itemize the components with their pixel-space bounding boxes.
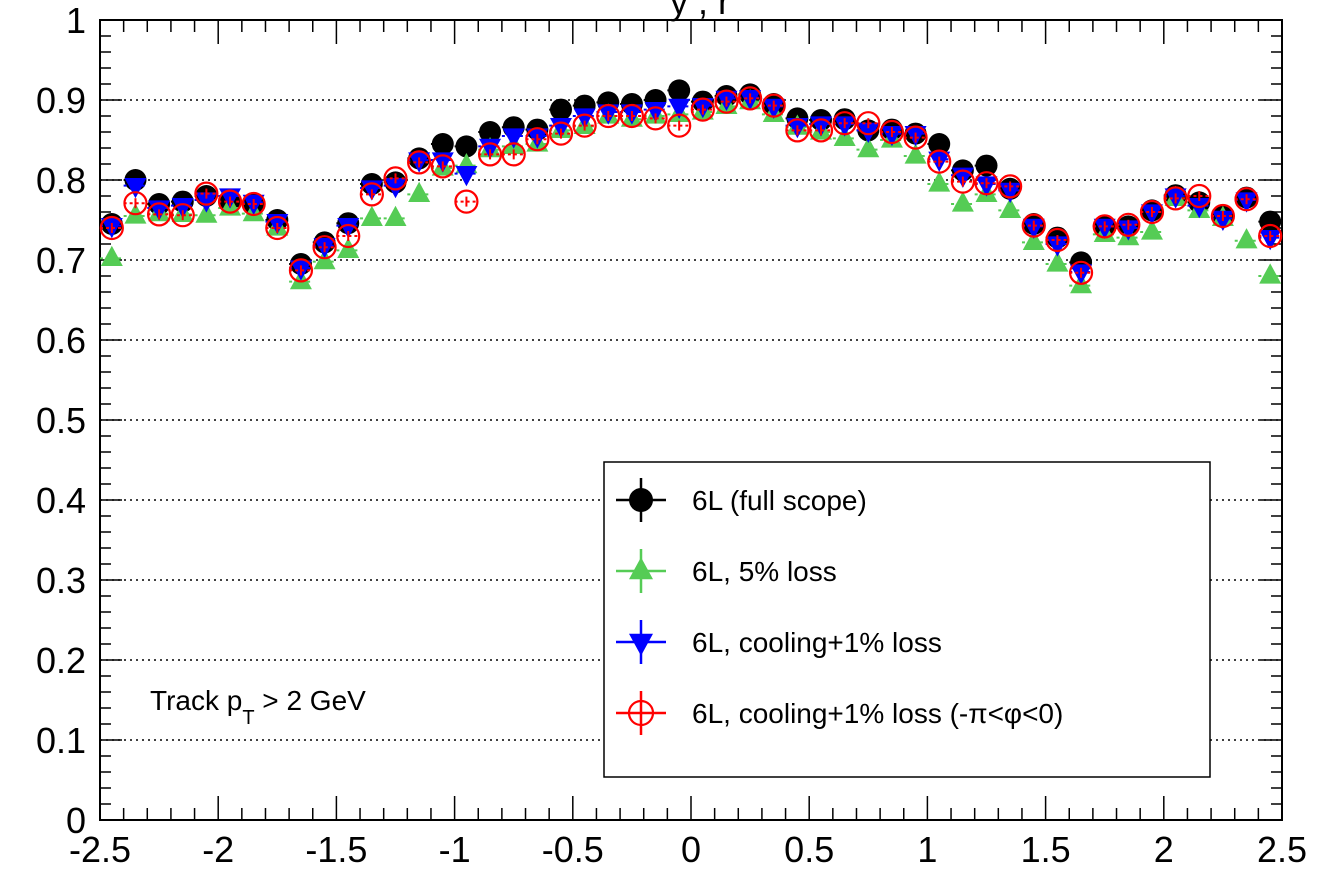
y-tick-label: 0.9 xyxy=(36,80,86,121)
svg-text:Track pT > 2 GeV: Track pT > 2 GeV xyxy=(150,685,366,729)
x-tick-label: 2.5 xyxy=(1257,829,1307,870)
x-tick-label: 1 xyxy=(917,829,937,870)
y-tick-labels: 0 0.1 0.2 0.3 0.4 0.5 0.6 0.7 0.8 0.9 1 xyxy=(36,0,86,841)
annotation-subscript: T xyxy=(242,707,254,729)
data-point xyxy=(976,155,998,177)
annotation-prefix: Track p xyxy=(150,685,242,716)
y-tick-label: 0.1 xyxy=(36,720,86,761)
legend-label: 6L, cooling+1% loss (-π<φ<0) xyxy=(692,698,1063,729)
data-point xyxy=(928,171,950,191)
data-point xyxy=(408,182,430,202)
data-point xyxy=(432,133,454,155)
legend-label: 6L, cooling+1% loss xyxy=(692,627,942,658)
data-point xyxy=(1236,228,1258,248)
data-point xyxy=(668,79,690,101)
y-tick-label: 0.2 xyxy=(36,640,86,681)
series-2 xyxy=(100,90,1282,285)
x-tick-label: -1 xyxy=(439,829,471,870)
y-tick-label: 0.4 xyxy=(36,480,86,521)
data-point xyxy=(1259,263,1281,283)
data-points xyxy=(100,79,1282,293)
data-point xyxy=(455,166,477,186)
x-tick-label: 1.5 xyxy=(1021,829,1071,870)
data-point xyxy=(361,206,383,226)
annotation-suffix: > 2 GeV xyxy=(255,685,367,716)
data-point xyxy=(550,99,572,121)
x-tick-label: -1.5 xyxy=(305,829,367,870)
x-tick-label: 0 xyxy=(681,829,701,870)
data-point xyxy=(385,206,407,226)
x-tick-label: -2 xyxy=(202,829,234,870)
data-point xyxy=(101,246,123,266)
x-tick-label: 2 xyxy=(1154,829,1174,870)
legend-label: 6L (full scope) xyxy=(692,485,867,516)
y-tick-label: 0.5 xyxy=(36,400,86,441)
legend-label: 6L, 5% loss xyxy=(692,556,837,587)
y-tick-label: 1 xyxy=(66,0,86,41)
y-tick-label: 0.8 xyxy=(36,160,86,201)
series-1 xyxy=(100,89,1282,293)
track-pt-annotation: Track pT > 2 GeV xyxy=(150,685,366,729)
legend: 6L (full scope) 6L, 5% loss 6L, cooling+1%… xyxy=(604,462,1210,777)
series-3 xyxy=(100,87,1282,283)
title-fragment: y , r xyxy=(670,0,730,22)
y-tick-label: 0.7 xyxy=(36,240,86,281)
y-tick-label: 0.3 xyxy=(36,560,86,601)
legend-marker xyxy=(629,488,653,512)
x-tick-label: 0.5 xyxy=(784,829,834,870)
data-point xyxy=(952,191,974,211)
x-tick-label: -0.5 xyxy=(542,829,604,870)
y-tick-label: 0.6 xyxy=(36,320,86,361)
y-tick-label: 0 xyxy=(66,800,86,841)
x-tick-labels: -2.5 -2 -1.5 -1 -0.5 0 0.5 1 1.5 2 2.5 xyxy=(69,829,1307,870)
